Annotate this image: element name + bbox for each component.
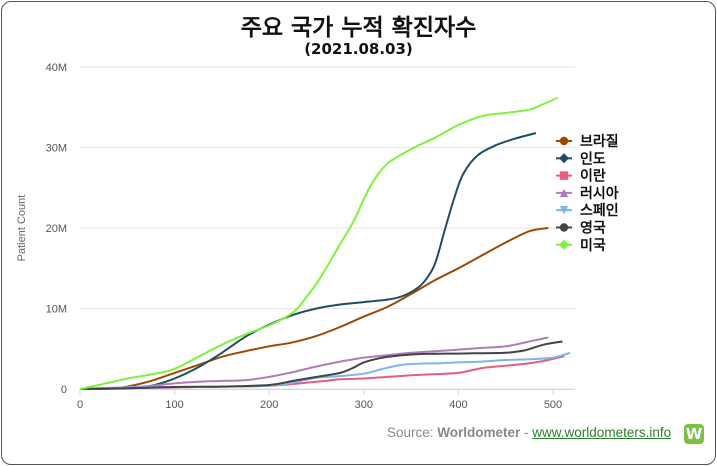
chart-subtitle: (2021.08.03): [304, 40, 413, 58]
y-tick-label: 30M: [46, 143, 67, 155]
legend-item[interactable]: 인도: [556, 150, 606, 167]
legend-label: 이란: [580, 168, 606, 185]
y-axis-ticks: 0 10M 20M 30M 40M: [46, 62, 67, 396]
legend-item[interactable]: 미국: [556, 238, 606, 254]
source-link[interactable]: www.worldometers.info: [532, 425, 672, 440]
worldometer-logo-icon: W: [684, 424, 704, 444]
legend-item[interactable]: 러시아: [556, 185, 619, 202]
legend-item[interactable]: 영국: [556, 220, 606, 237]
legend-marker: [559, 206, 569, 215]
legend-marker: [559, 136, 569, 146]
legend-label: 스페인: [580, 202, 619, 219]
chart-title: 주요 국가 누적 확진자수: [240, 15, 477, 41]
series-line-7: [79, 96, 559, 390]
legend-label: 영국: [580, 220, 606, 237]
y-axis-label: Patient Count: [16, 195, 28, 262]
legend-item[interactable]: 이란: [556, 168, 606, 185]
legend-marker: [559, 153, 569, 164]
y-tick-label: 0: [61, 384, 67, 396]
x-tick-label: 100: [165, 399, 183, 411]
source-brand: Worldometer: [437, 425, 521, 440]
x-tick-label: 500: [544, 399, 562, 411]
x-tick-label: 300: [355, 399, 373, 411]
legend-label: 인도: [580, 150, 606, 167]
x-tick-label: 0: [77, 399, 83, 411]
source-credit: Source: Worldometer - www.worldometers.i…: [387, 425, 681, 440]
x-axis-ticks: 0 100 200 300 400 500: [77, 389, 575, 411]
grid-lines: [80, 66, 575, 390]
legend-item[interactable]: 스페인: [556, 202, 619, 219]
series-line-5: [79, 351, 571, 390]
legend-marker: [559, 239, 569, 250]
legend-label: 미국: [580, 238, 606, 254]
legend-item[interactable]: 브라질: [556, 134, 619, 150]
y-tick-label: 10M: [46, 304, 67, 316]
legend-marker: [559, 188, 569, 198]
legend-label: 러시아: [580, 185, 619, 202]
legend-marker: [559, 171, 569, 180]
x-tick-label: 200: [260, 399, 278, 411]
y-tick-label: 20M: [46, 223, 67, 235]
series-line-4: [79, 336, 549, 390]
series-line-1: [79, 227, 549, 390]
source-sep: -: [520, 425, 533, 440]
y-tick-label: 40M: [46, 62, 67, 74]
x-tick-label: 400: [449, 399, 467, 411]
legend-marker: [559, 223, 569, 232]
series-lines: [79, 96, 571, 390]
legend-label: 브라질: [580, 134, 619, 150]
series-line-6: [79, 340, 563, 390]
series-line-2: [79, 132, 537, 390]
source-prefix: Source:: [387, 425, 438, 440]
